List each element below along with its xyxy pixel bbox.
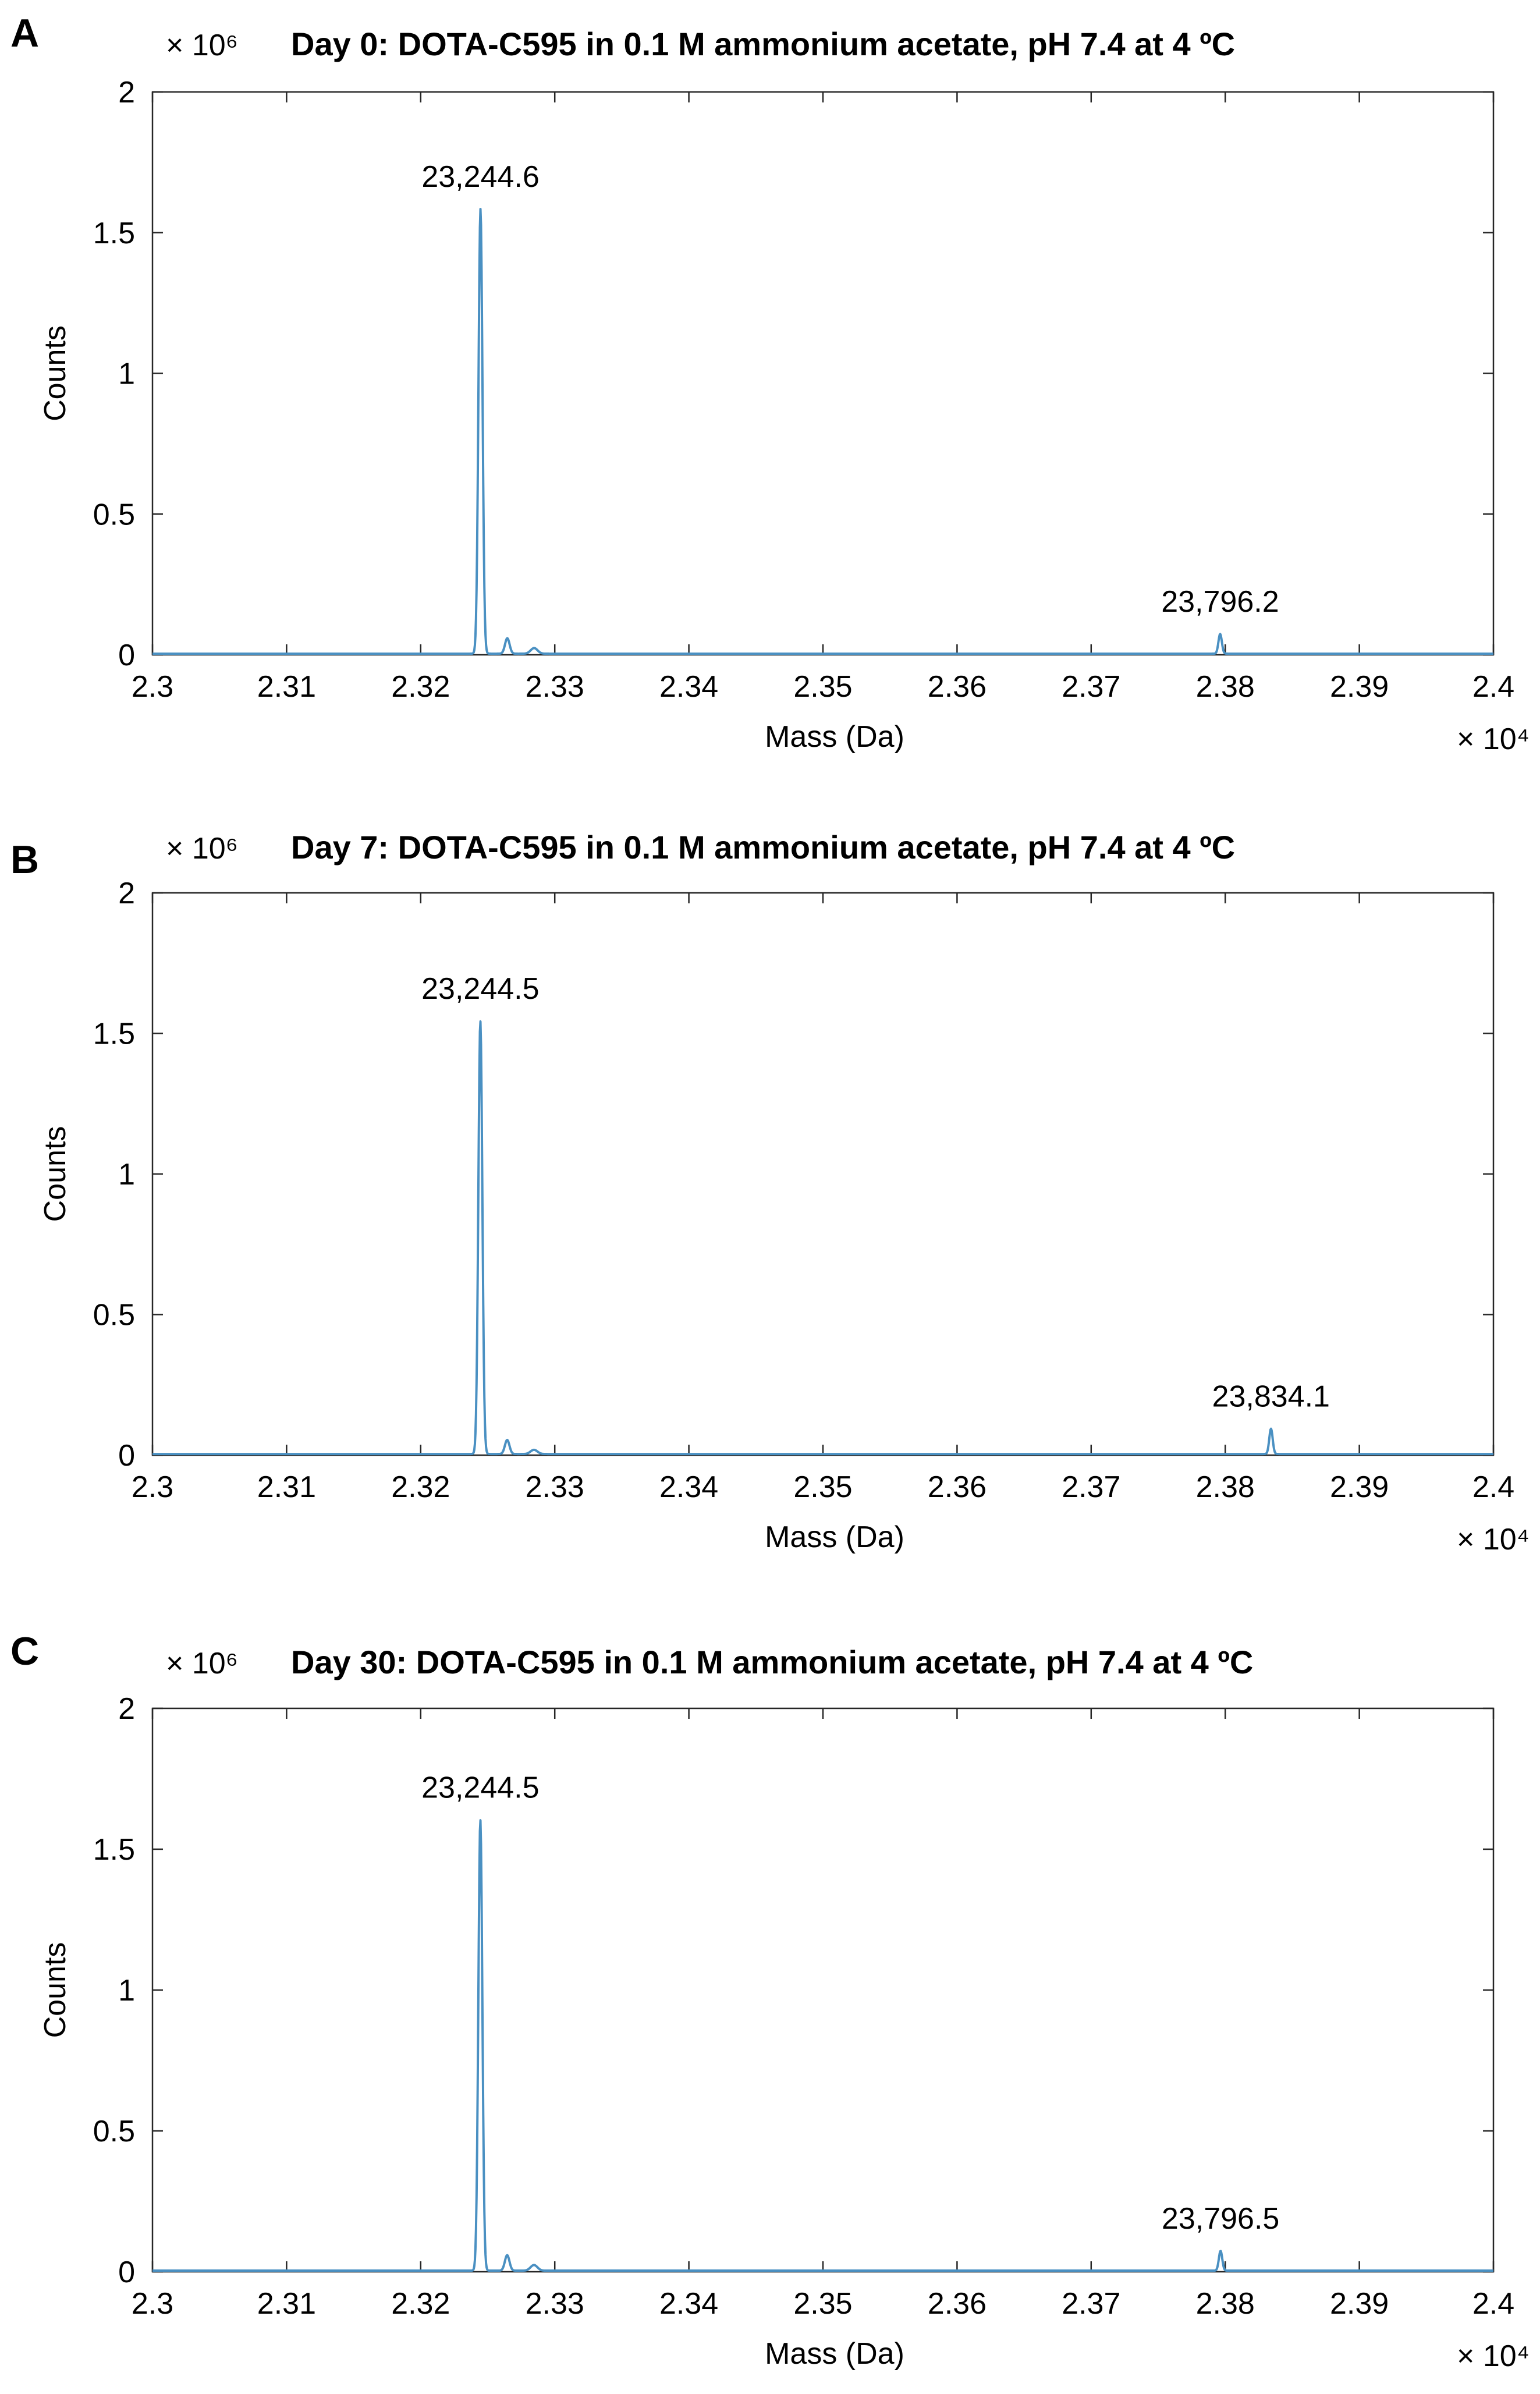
chart-panel-a: A × 10⁶ Day 0: DOTA-C595 in 0.1 M ammonium… [10, 11, 1530, 756]
peak-apex [533, 2264, 535, 2266]
x-multiplier: × 10⁴ [1457, 722, 1530, 756]
peak-apex [1219, 633, 1221, 635]
y-tick-label: 1 [118, 1158, 135, 1191]
y-tick-label: 0 [118, 639, 135, 672]
x-tick-label: 2.39 [1330, 670, 1389, 704]
peak-apex [480, 208, 482, 210]
y-multiplier: × 10⁶ [166, 832, 238, 866]
x-tick-label: 2.39 [1330, 1470, 1389, 1504]
x-multiplier: × 10⁴ [1457, 2339, 1530, 2373]
x-tick-label: 2.33 [526, 670, 584, 704]
y-axis-label: Counts [38, 325, 72, 421]
x-tick-label: 2.32 [391, 670, 450, 704]
y-tick-label: 1 [118, 357, 135, 391]
x-tick-label: 2.32 [391, 1470, 450, 1504]
chart-panel-c: C × 10⁶ Day 30: DOTA-C595 in 0.1 M ammoniu… [10, 1629, 1530, 2373]
x-tick-label: 2.36 [928, 670, 987, 704]
peak-label: 23,244.5 [421, 972, 539, 1006]
y-axis-label: Counts [38, 1126, 72, 1222]
x-tick-label: 2.4 [1472, 1470, 1514, 1504]
panel-letter: B [10, 838, 39, 882]
peak-apex [479, 1020, 481, 1022]
spectrum-trace [151, 208, 1495, 655]
y-tick-label: 2 [118, 1692, 135, 1726]
spectrum-trace [151, 1020, 1495, 1456]
peak-apex [533, 647, 535, 649]
x-tick-label: 2.3 [132, 670, 173, 704]
x-tick-label: 2.3 [132, 2287, 173, 2321]
y-tick-label: 2 [118, 877, 135, 910]
panel-letter: A [10, 11, 39, 55]
peak-label: 23,796.5 [1162, 2202, 1279, 2236]
x-tick-label: 2.37 [1062, 1470, 1120, 1504]
x-tick-label: 2.34 [659, 2287, 718, 2321]
x-tick-label: 2.35 [793, 670, 852, 704]
peak-apex [533, 1449, 535, 1451]
peak-apex [506, 1439, 508, 1441]
x-axis-label: Mass (Da) [765, 1520, 904, 1554]
x-tick-label: 2.31 [257, 1470, 316, 1504]
panel-letter: C [10, 1629, 39, 1673]
x-tick-label: 2.36 [928, 1470, 987, 1504]
peak-label: 23,834.1 [1212, 1380, 1330, 1414]
x-tick-label: 2.33 [526, 1470, 584, 1504]
y-tick-label: 0.5 [93, 2115, 135, 2148]
x-tick-label: 2.37 [1062, 2287, 1120, 2321]
peak-apex [1270, 1428, 1272, 1430]
y-multiplier: × 10⁶ [166, 29, 238, 62]
x-tick-label: 2.37 [1062, 670, 1120, 704]
x-tick-label: 2.38 [1196, 670, 1255, 704]
x-tick-label: 2.34 [659, 1470, 718, 1504]
y-tick-label: 0 [118, 1439, 135, 1473]
peak-apex [1219, 2250, 1222, 2252]
x-multiplier: × 10⁴ [1457, 1523, 1530, 1556]
y-tick-label: 0 [118, 2255, 135, 2289]
y-tick-label: 1.5 [93, 217, 135, 250]
peak-apex [506, 637, 509, 639]
x-tick-label: 2.4 [1472, 2287, 1514, 2321]
y-tick-label: 1 [118, 1974, 135, 2008]
peak-label: 23,244.6 [421, 160, 539, 194]
chart-title: Day 30: DOTA-C595 in 0.1 M ammonium acet… [291, 1644, 1253, 1680]
chart-panel-b: B × 10⁶ Day 7: DOTA-C595 in 0.1 M ammonium… [10, 829, 1530, 1556]
y-axis-label: Counts [38, 1942, 72, 2038]
x-tick-label: 2.35 [793, 2287, 852, 2321]
x-tick-label: 2.34 [659, 670, 718, 704]
x-tick-label: 2.32 [391, 2287, 450, 2321]
x-tick-label: 2.31 [257, 670, 316, 704]
y-tick-label: 0.5 [93, 1299, 135, 1332]
x-tick-label: 2.36 [928, 2287, 987, 2321]
chart-title: Day 0: DOTA-C595 in 0.1 M ammonium aceta… [291, 26, 1235, 62]
x-axis-label: Mass (Da) [765, 2337, 904, 2371]
peak-apex [506, 2254, 508, 2256]
x-tick-label: 2.39 [1330, 2287, 1389, 2321]
peak-label: 23,796.2 [1161, 585, 1279, 619]
x-tick-label: 2.33 [526, 2287, 584, 2321]
y-tick-label: 0.5 [93, 498, 135, 531]
x-tick-label: 2.4 [1472, 670, 1514, 704]
spectrum-trace [151, 1819, 1495, 2272]
x-tick-label: 2.35 [793, 1470, 852, 1504]
peak-apex [479, 1819, 481, 1821]
y-tick-label: 1.5 [93, 1833, 135, 1867]
x-tick-label: 2.38 [1196, 2287, 1255, 2321]
y-tick-label: 2 [118, 76, 135, 109]
peak-label: 23,244.5 [421, 1771, 539, 1805]
x-tick-label: 2.38 [1196, 1470, 1255, 1504]
y-multiplier: × 10⁶ [166, 1647, 238, 1680]
x-axis-label: Mass (Da) [765, 720, 904, 754]
chart-title: Day 7: DOTA-C595 in 0.1 M ammonium aceta… [291, 829, 1235, 866]
y-tick-label: 1.5 [93, 1017, 135, 1051]
x-tick-label: 2.31 [257, 2287, 316, 2321]
x-tick-label: 2.3 [132, 1470, 173, 1504]
